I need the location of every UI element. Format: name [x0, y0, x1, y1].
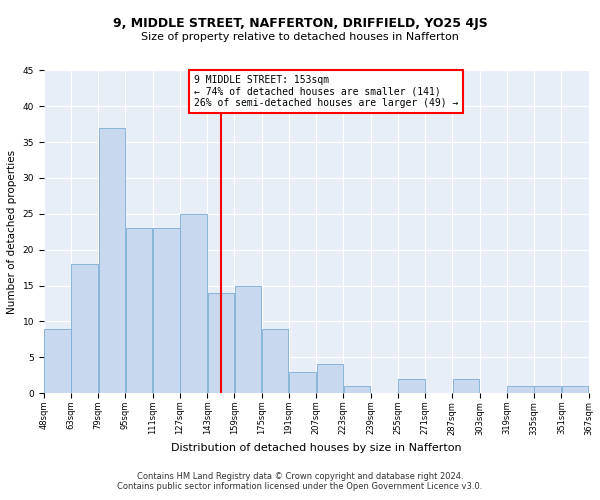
Bar [71, 264, 98, 393]
Bar [535, 386, 561, 393]
Bar [235, 286, 261, 393]
Bar [208, 292, 234, 393]
Y-axis label: Number of detached properties: Number of detached properties [7, 150, 17, 314]
Bar [317, 364, 343, 393]
Bar [126, 228, 152, 393]
Bar [289, 372, 316, 393]
Text: Contains public sector information licensed under the Open Government Licence v3: Contains public sector information licen… [118, 482, 482, 491]
Bar [344, 386, 370, 393]
Bar [98, 128, 125, 393]
Bar [153, 228, 179, 393]
Text: Contains HM Land Registry data © Crown copyright and database right 2024.: Contains HM Land Registry data © Crown c… [137, 472, 463, 481]
Text: Size of property relative to detached houses in Nafferton: Size of property relative to detached ho… [141, 32, 459, 42]
Text: 9 MIDDLE STREET: 153sqm
← 74% of detached houses are smaller (141)
26% of semi-d: 9 MIDDLE STREET: 153sqm ← 74% of detache… [194, 76, 458, 108]
Bar [398, 378, 425, 393]
X-axis label: Distribution of detached houses by size in Nafferton: Distribution of detached houses by size … [171, 443, 461, 453]
Bar [44, 328, 71, 393]
Bar [507, 386, 533, 393]
Bar [181, 214, 207, 393]
Bar [562, 386, 588, 393]
Bar [453, 378, 479, 393]
Bar [262, 328, 289, 393]
Text: 9, MIDDLE STREET, NAFFERTON, DRIFFIELD, YO25 4JS: 9, MIDDLE STREET, NAFFERTON, DRIFFIELD, … [113, 18, 487, 30]
